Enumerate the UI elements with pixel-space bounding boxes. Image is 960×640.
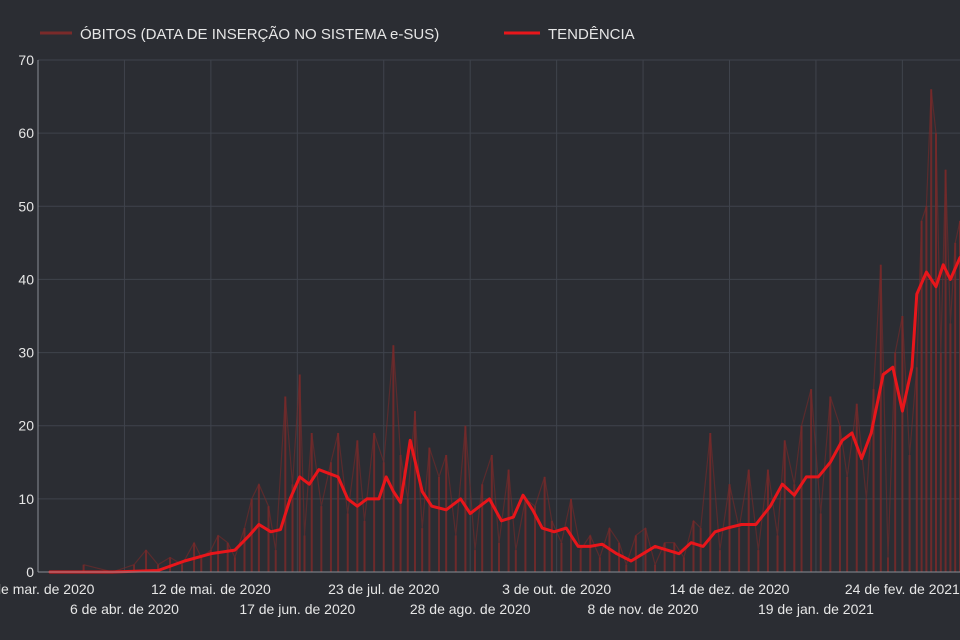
trend-series <box>48 256 960 574</box>
x-tick-label: 6 de abr. de 2020 <box>70 601 179 617</box>
daily-deaths-series <box>82 89 960 573</box>
y-tick-label: 30 <box>18 345 34 361</box>
legend-label-daily-deaths: ÓBITOS (DATA DE INSERÇÃO NO SISTEMA e-SU… <box>80 26 439 43</box>
x-tick-label: 23 de jul. de 2020 <box>328 581 440 597</box>
y-tick-label: 0 <box>26 564 34 580</box>
y-tick-label: 60 <box>18 125 34 141</box>
y-tick-label: 10 <box>18 491 34 507</box>
x-tick-label: 3 de out. de 2020 <box>502 581 611 597</box>
x-tick-label: 14 de dez. de 2020 <box>670 581 790 597</box>
y-tick-label: 40 <box>18 271 34 287</box>
y-tick-label: 20 <box>18 418 34 434</box>
y-tick-label: 50 <box>18 198 34 214</box>
x-tick-label: 24 de fev. de 2021 <box>845 581 960 597</box>
y-tick-label: 70 <box>18 52 34 68</box>
trend-line <box>48 256 960 574</box>
x-tick-label: 19 de jan. de 2021 <box>758 601 874 617</box>
legend: ÓBITOS (DATA DE INSERÇÃO NO SISTEMA e-SU… <box>40 26 635 43</box>
x-tick-label: 28 de ago. de 2020 <box>410 601 531 617</box>
axes: 0 10 20 30 40 50 60 70 1 de mar. de 2020 6 de abr… <box>0 52 960 617</box>
x-tick-label: 17 de jun. de 2020 <box>239 601 355 617</box>
x-tick-label: 8 de nov. de 2020 <box>588 601 699 617</box>
legend-label-trend: TENDÊNCIA <box>548 26 635 43</box>
x-tick-label: 12 de mai. de 2020 <box>151 581 271 597</box>
legend-item-daily-deaths[interactable]: ÓBITOS (DATA DE INSERÇÃO NO SISTEMA e-SU… <box>40 26 439 43</box>
daily-deaths-line <box>83 89 960 573</box>
x-tick-label: 1 de mar. de 2020 <box>0 581 95 597</box>
legend-item-trend[interactable]: TENDÊNCIA <box>504 26 635 43</box>
